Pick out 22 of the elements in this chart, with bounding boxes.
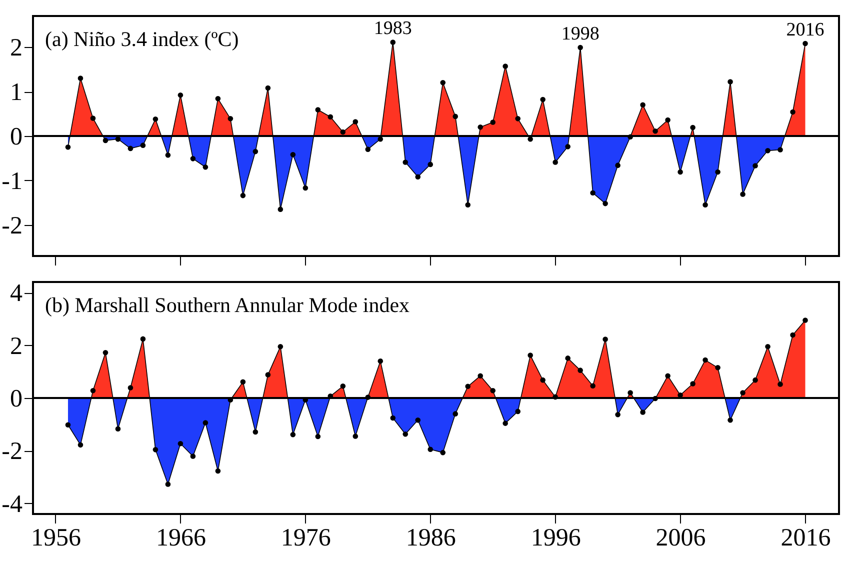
x-tick-label: 2006 <box>656 524 706 552</box>
text: (a) Niño 3.4 index (ºC) <box>45 27 239 51</box>
y-tick-label: -2 <box>2 438 22 466</box>
y-tick-label: 1 <box>10 79 22 106</box>
y-tick-label: 0 <box>10 124 22 150</box>
x-tick-label: 1966 <box>156 524 206 552</box>
y-tick-label: -1 <box>2 168 22 195</box>
x-tick-label: 1986 <box>406 524 456 552</box>
text: (b) Marshall Southern Annular Mode index <box>45 293 410 317</box>
y-tick-label: 4 <box>10 280 23 308</box>
y-tick-label: -2 <box>2 212 22 240</box>
x-tick-label: 2016 <box>780 524 831 552</box>
y-tick-label: 2 <box>10 34 22 62</box>
annotation: 1983 <box>374 18 412 40</box>
y-tick-label: -4 <box>2 490 23 518</box>
x-tick-label: 1996 <box>530 524 581 552</box>
annotation: 2016 <box>786 20 824 41</box>
x-tick-label: 1956 <box>30 524 81 552</box>
y-tick-label: 0 <box>10 386 22 412</box>
annotation: 1998 <box>561 24 600 45</box>
x-tick-label: 1976 <box>280 524 331 552</box>
y-tick-label: 2 <box>10 332 22 360</box>
